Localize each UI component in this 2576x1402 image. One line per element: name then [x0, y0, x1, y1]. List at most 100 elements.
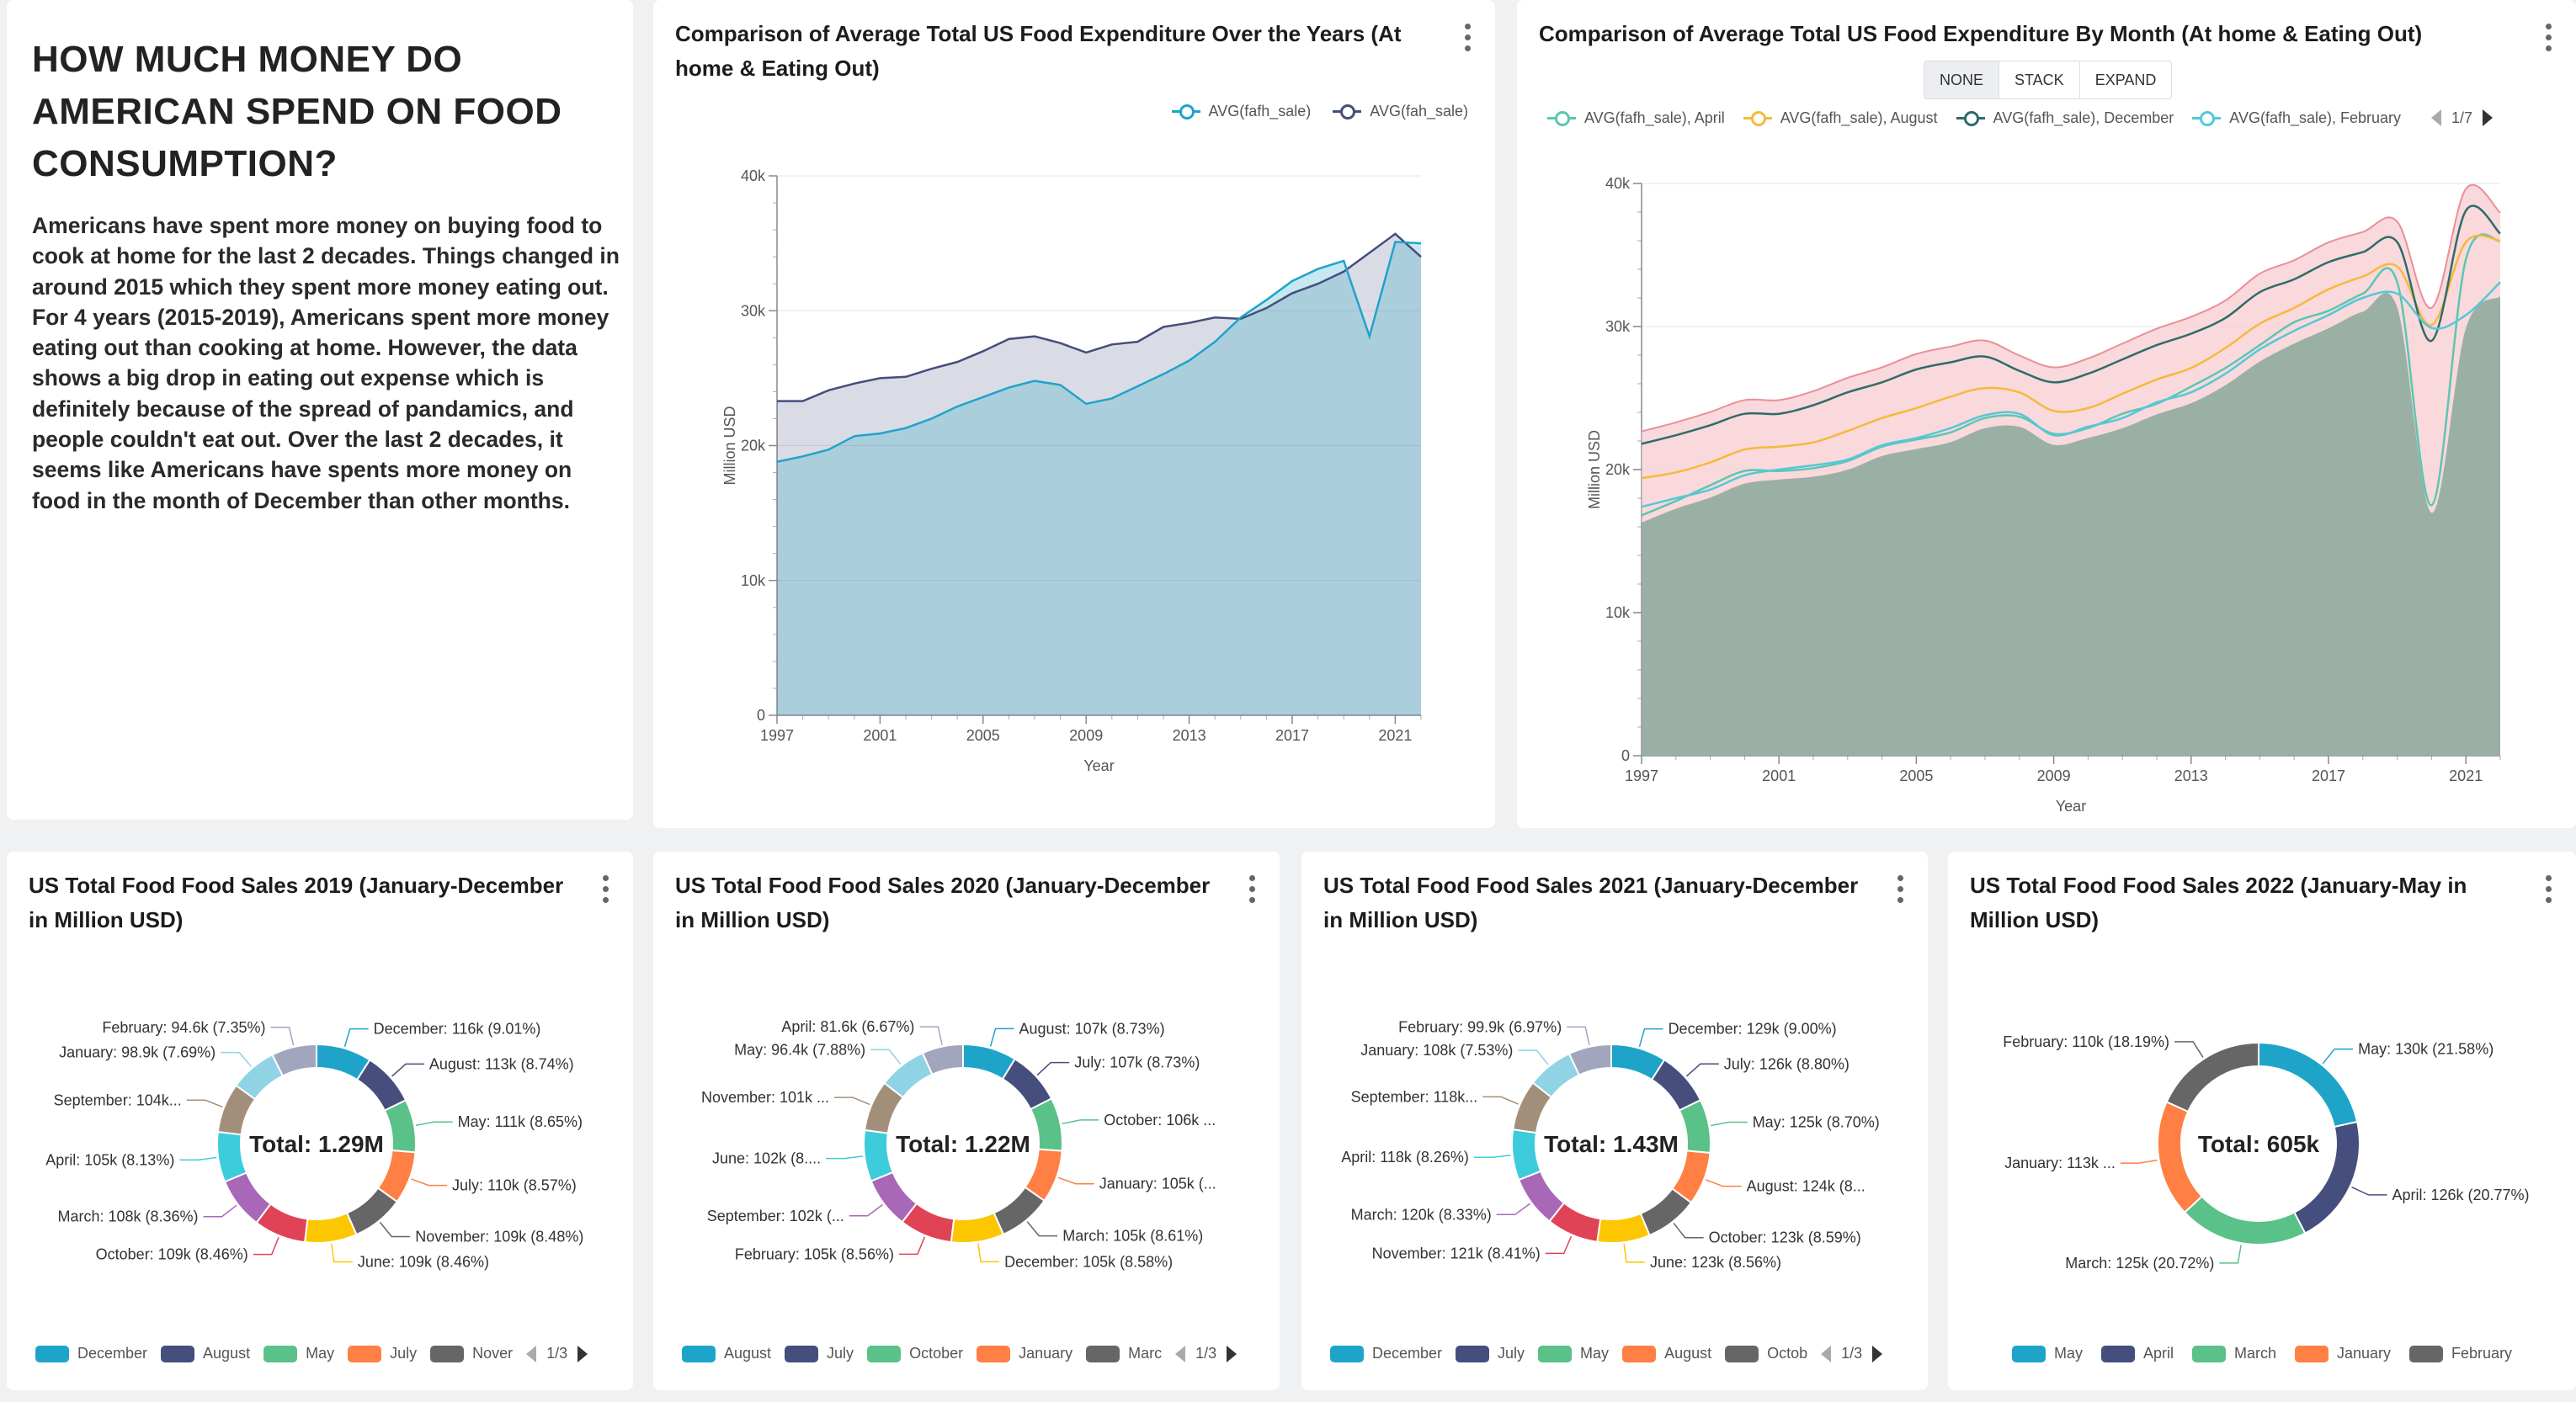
pie-menu-icon[interactable]	[1249, 875, 1256, 903]
slice-leader-line	[849, 1203, 883, 1217]
mode-none-button[interactable]: NONE	[1924, 61, 2000, 98]
slice-leader-line	[411, 1178, 448, 1187]
legend-label: August	[724, 1345, 772, 1362]
legend-swatch	[348, 1345, 382, 1362]
slice-label: September: 104k...	[54, 1091, 182, 1108]
stack-mode-toggle: NONE STACK EXPAND	[1924, 61, 2173, 99]
legend-item[interactable]: December	[1330, 1345, 1442, 1362]
pie-menu-icon[interactable]	[1897, 875, 1904, 903]
prev-page-icon[interactable]	[1175, 1345, 1186, 1362]
legend-item[interactable]: AVG(fah_sale)	[1333, 101, 1468, 121]
legend-label: January	[1019, 1345, 1073, 1362]
slice-leader-line	[2322, 1048, 2354, 1065]
chart-month-menu-icon[interactable]	[2546, 24, 2552, 51]
legend-item[interactable]: February	[2409, 1345, 2512, 1362]
slice-leader-line	[898, 1236, 926, 1256]
prev-page-icon[interactable]	[526, 1345, 537, 1362]
next-page-icon[interactable]	[1872, 1345, 1883, 1362]
x-tick-label: 2017	[1275, 727, 1309, 744]
y-tick-label: 40k	[1605, 175, 1631, 192]
legend-item[interactable]: January	[977, 1345, 1072, 1362]
next-page-icon[interactable]	[2483, 109, 2494, 126]
mode-expand-button[interactable]: EXPAND	[2079, 61, 2172, 98]
slice-label: January: 108k (7.53%)	[1360, 1042, 1513, 1059]
slice-label: April: 105k (8.13%)	[45, 1151, 174, 1168]
slice-leader-line	[415, 1121, 453, 1126]
legend-swatch	[263, 1345, 298, 1362]
legend-item[interactable]: August	[161, 1345, 250, 1362]
prev-page-icon[interactable]	[1821, 1345, 1832, 1362]
y-tick-label: 30k	[1605, 318, 1631, 335]
legend-item[interactable]: April	[2100, 1345, 2174, 1362]
legend-item[interactable]: July	[1456, 1345, 1525, 1362]
chart-years-card: Comparison of Average Total US Food Expe…	[653, 0, 1495, 828]
legend-page-count: 1/3	[1841, 1345, 1863, 1362]
legend-label: AVG(fafh_sale), April	[1584, 109, 1725, 126]
legend-swatch	[977, 1345, 1011, 1362]
intro-title: HOW MUCH MONEY DO AMERICAN SPEND ON FOOD…	[32, 39, 562, 184]
prev-page-icon[interactable]	[2431, 109, 2442, 126]
x-tick-label: 2009	[2037, 767, 2071, 784]
next-page-icon[interactable]	[577, 1345, 588, 1362]
pie-menu-icon[interactable]	[603, 875, 609, 903]
slice-label: July: 126k (8.80%)	[1724, 1055, 1850, 1072]
legend-page-count: 1/7	[2451, 109, 2473, 126]
slice-leader-line	[343, 1028, 369, 1047]
pie-card-2022: US Total Food Food Sales 2022 (January-M…	[1948, 852, 2576, 1390]
slice-label: September: 118k...	[1351, 1088, 1478, 1105]
chart-years-title: Comparison of Average Total US Food Expe…	[675, 21, 1402, 81]
slice-leader-line	[1057, 1176, 1094, 1185]
slice-leader-line	[1623, 1243, 1645, 1263]
legend-item[interactable]: Marc	[1086, 1345, 1162, 1362]
legend-item[interactable]: AVG(fafh_sale), February	[2192, 108, 2401, 128]
x-tick-label: 2005	[966, 727, 1000, 744]
legend-item[interactable]: July	[785, 1345, 854, 1362]
slice-leader-line	[1518, 1049, 1549, 1065]
legend-item[interactable]: Nover	[430, 1345, 513, 1362]
slice-leader-line	[989, 1028, 1014, 1047]
chart-years-menu-icon[interactable]	[1465, 24, 1472, 51]
legend-item[interactable]: March	[2191, 1345, 2276, 1362]
legend-swatch	[1086, 1345, 1120, 1362]
slice-label: March: 105k (8.61%)	[1062, 1228, 1203, 1245]
legend-item[interactable]: October	[867, 1345, 963, 1362]
legend-item[interactable]: Octob	[1725, 1345, 1807, 1362]
slice-leader-line	[1062, 1119, 1099, 1125]
series-line-august	[1641, 234, 2501, 480]
legend-item[interactable]: May	[1538, 1345, 1609, 1362]
slice-leader-line	[2174, 1041, 2204, 1058]
legend-item[interactable]: May	[2011, 1345, 2083, 1362]
legend-item[interactable]: December	[35, 1345, 147, 1362]
series-line-fafh_sale	[776, 241, 1422, 463]
legend-item[interactable]: AVG(fafh_sale), April	[1547, 108, 1725, 128]
x-tick-label: 2017	[2312, 767, 2345, 784]
legend-item[interactable]: May	[263, 1345, 334, 1362]
legend-swatch	[682, 1345, 716, 1362]
legend-label: AVG(fafh_sale)	[1208, 102, 1312, 119]
x-axis-title: Year	[2056, 798, 2086, 815]
legend-item[interactable]: AVG(fafh_sale)	[1171, 101, 1312, 121]
slice-label: October: 106k ...	[1104, 1112, 1216, 1129]
pie-title: US Total Food Food Sales 2020 (January-D…	[675, 873, 1211, 932]
legend-item[interactable]: AVG(fafh_sale), December	[1956, 108, 2174, 128]
slice-label: June: 123k (8.56%)	[1650, 1254, 1781, 1271]
legend-swatch	[2011, 1345, 2046, 1362]
mode-stack-button[interactable]: STACK	[1999, 61, 2080, 98]
slice-label: May: 130k (21.58%)	[2358, 1041, 2494, 1058]
slice-leader-line	[1685, 1063, 1719, 1077]
pie-menu-icon[interactable]	[2546, 875, 2552, 903]
slice-leader-line	[1545, 1235, 1573, 1255]
slice-label: December: 105k (8.58%)	[1004, 1253, 1173, 1270]
slice-label: February: 99.9k (6.97%)	[1398, 1018, 1562, 1035]
next-page-icon[interactable]	[1227, 1345, 1237, 1362]
slice-label: May: 96.4k (7.88%)	[734, 1041, 865, 1058]
legend-pager: 1/7	[2431, 109, 2494, 127]
intro-card: HOW MUCH MONEY DO AMERICAN SPEND ON FOOD…	[7, 0, 633, 820]
x-axis-title: Year	[1083, 757, 1114, 774]
legend-item[interactable]: August	[682, 1345, 771, 1362]
legend-item[interactable]: January	[2294, 1345, 2391, 1362]
legend-item[interactable]: July	[348, 1345, 417, 1362]
legend-item[interactable]: AVG(fafh_sale), August	[1743, 108, 1938, 128]
legend-item[interactable]: August	[1622, 1345, 1711, 1362]
legend-swatch	[2100, 1345, 2135, 1362]
